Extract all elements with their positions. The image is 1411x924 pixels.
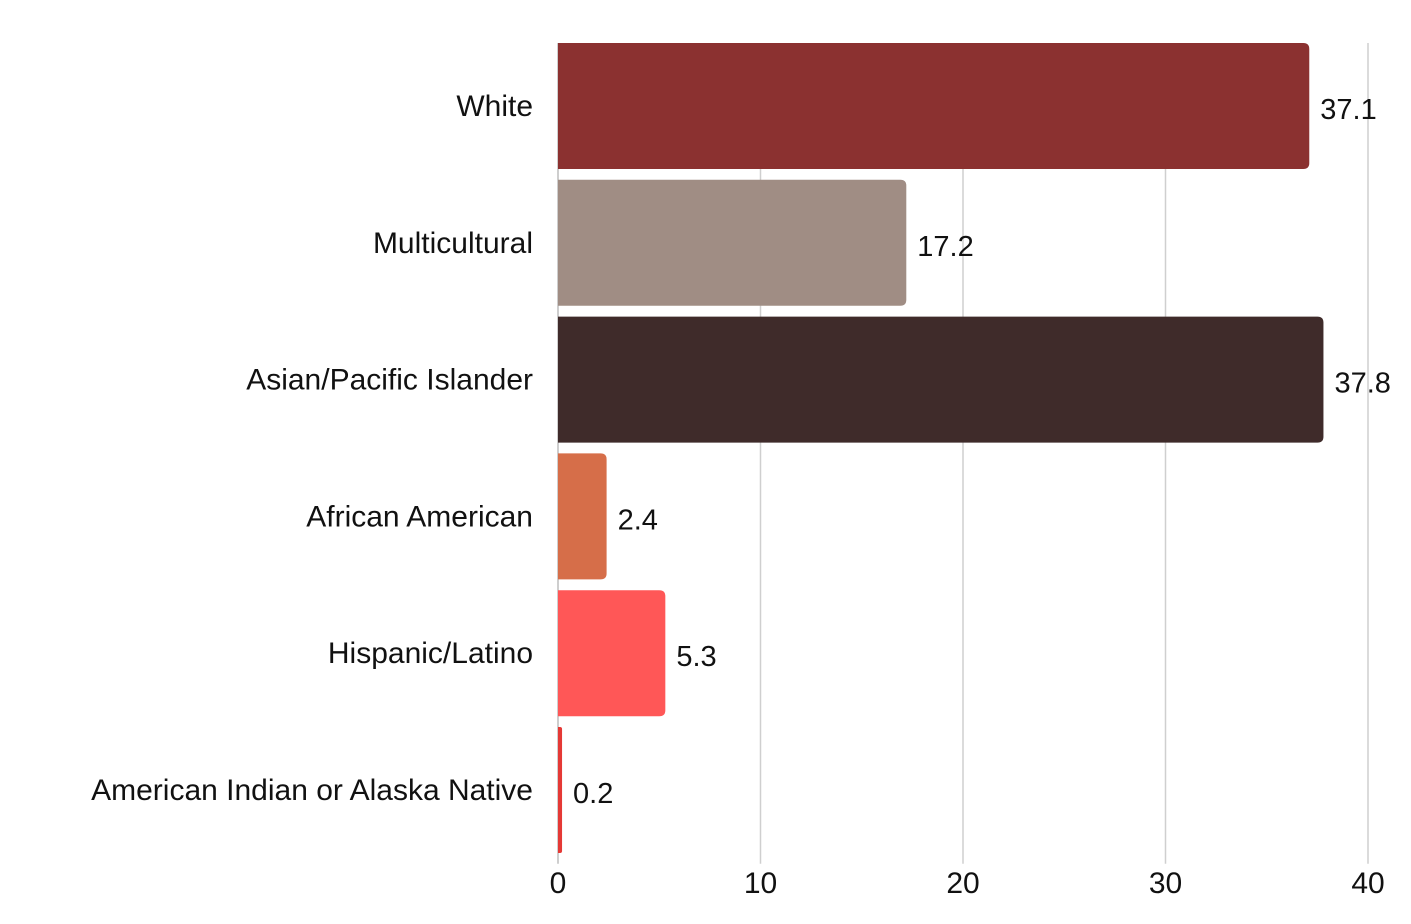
bar-3 xyxy=(558,453,607,580)
category-labels: White Multicultural Asian/Pacific Islander… xyxy=(91,90,533,807)
category-label-0: White xyxy=(456,90,533,123)
value-label-1: 17.2 xyxy=(917,231,973,263)
value-label-5: 0.2 xyxy=(573,778,613,810)
category-label-5: American Indian or Alaska Native xyxy=(91,774,533,807)
x-tick-label-30: 30 xyxy=(1149,867,1182,900)
value-label-2: 37.8 xyxy=(1334,368,1390,400)
category-label-2: Asian/Pacific Islander xyxy=(246,364,533,397)
bar-5 xyxy=(558,727,563,853)
category-label-3: African American xyxy=(306,500,533,533)
bar-0 xyxy=(558,43,1310,169)
x-tick-label-0: 0 xyxy=(550,867,567,900)
x-tick-label-10: 10 xyxy=(744,867,777,900)
x-tick-label-20: 20 xyxy=(946,867,979,900)
x-axis-ticks: 0 10 20 30 40 xyxy=(550,867,1385,900)
category-label-1: Multicultural xyxy=(373,227,533,260)
category-label-4: Hispanic/Latino xyxy=(328,637,533,670)
value-labels: 37.1 17.2 37.8 2.4 5.3 0.2 xyxy=(573,94,1391,810)
bars xyxy=(558,43,1324,853)
value-label-0: 37.1 xyxy=(1320,94,1376,126)
bar-1 xyxy=(558,179,907,306)
value-label-4: 5.3 xyxy=(676,641,716,673)
value-label-3: 2.4 xyxy=(618,504,658,536)
bar-2 xyxy=(558,316,1324,443)
x-tick-label-40: 40 xyxy=(1351,867,1384,900)
bar-4 xyxy=(558,590,666,717)
